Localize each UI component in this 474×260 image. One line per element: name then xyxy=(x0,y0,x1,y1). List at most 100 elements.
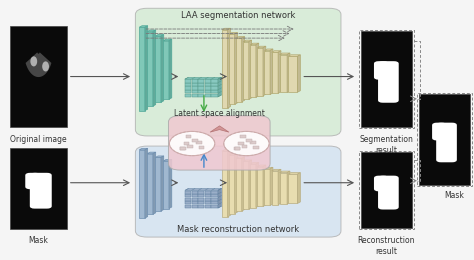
Polygon shape xyxy=(250,43,259,45)
Bar xyxy=(240,135,246,138)
Bar xyxy=(257,48,263,96)
Bar xyxy=(139,150,145,218)
Polygon shape xyxy=(145,26,148,111)
Bar xyxy=(235,147,240,150)
Bar xyxy=(236,158,242,211)
Bar xyxy=(185,201,191,204)
Bar xyxy=(185,191,191,194)
Bar xyxy=(361,31,412,127)
Bar xyxy=(205,90,211,93)
Bar xyxy=(417,93,472,186)
Polygon shape xyxy=(298,173,301,204)
Bar xyxy=(198,201,204,204)
Polygon shape xyxy=(185,77,221,79)
Bar xyxy=(211,94,218,97)
Bar xyxy=(198,83,204,86)
Bar xyxy=(205,198,211,201)
Bar xyxy=(205,191,211,194)
Bar xyxy=(198,94,204,97)
Polygon shape xyxy=(218,77,221,97)
Bar xyxy=(272,171,278,205)
Bar xyxy=(211,205,218,208)
Bar xyxy=(280,55,287,93)
Polygon shape xyxy=(264,167,273,169)
Polygon shape xyxy=(287,53,290,93)
Polygon shape xyxy=(222,150,230,151)
Bar xyxy=(163,41,169,99)
Bar xyxy=(243,42,249,99)
FancyBboxPatch shape xyxy=(374,61,389,80)
Polygon shape xyxy=(249,160,252,209)
Bar xyxy=(211,198,218,201)
Polygon shape xyxy=(210,126,229,132)
Polygon shape xyxy=(278,51,281,93)
Text: Latent space alignment: Latent space alignment xyxy=(174,109,265,118)
Bar xyxy=(191,94,198,97)
Bar xyxy=(185,86,191,90)
Bar xyxy=(205,83,211,86)
Polygon shape xyxy=(169,159,172,209)
FancyBboxPatch shape xyxy=(378,61,399,103)
Bar xyxy=(198,198,204,201)
Polygon shape xyxy=(147,30,156,31)
Polygon shape xyxy=(163,159,172,161)
Bar xyxy=(191,86,198,90)
Text: Reconstruction
result: Reconstruction result xyxy=(357,236,415,256)
Bar xyxy=(10,148,67,229)
Bar xyxy=(229,34,235,104)
Text: Mask reconstruction network: Mask reconstruction network xyxy=(177,225,299,234)
Bar xyxy=(236,38,242,102)
Bar xyxy=(185,90,191,93)
Bar xyxy=(211,201,218,204)
Polygon shape xyxy=(270,49,273,94)
Bar xyxy=(155,158,161,211)
Bar xyxy=(198,191,204,194)
Polygon shape xyxy=(236,157,245,158)
FancyBboxPatch shape xyxy=(374,176,389,191)
Bar xyxy=(185,79,191,83)
Polygon shape xyxy=(229,153,237,155)
Bar xyxy=(243,161,249,209)
Polygon shape xyxy=(228,150,230,217)
Polygon shape xyxy=(218,188,221,208)
Bar xyxy=(186,135,191,138)
Bar xyxy=(187,145,193,148)
Ellipse shape xyxy=(42,61,49,72)
Text: Original image: Original image xyxy=(10,135,67,144)
Bar xyxy=(359,151,414,229)
Bar xyxy=(211,194,218,197)
Polygon shape xyxy=(288,55,301,56)
Polygon shape xyxy=(155,35,164,36)
Polygon shape xyxy=(250,162,259,164)
Bar xyxy=(205,94,211,97)
Polygon shape xyxy=(153,152,156,214)
Bar xyxy=(250,45,256,97)
Bar xyxy=(185,94,191,97)
Bar xyxy=(191,90,198,93)
FancyBboxPatch shape xyxy=(378,176,399,210)
Bar xyxy=(288,56,298,92)
Bar xyxy=(211,83,218,86)
Polygon shape xyxy=(139,148,148,150)
Bar xyxy=(264,169,270,205)
Bar xyxy=(222,30,228,108)
Bar xyxy=(246,139,252,142)
Bar xyxy=(191,191,198,194)
Bar xyxy=(205,205,211,208)
Polygon shape xyxy=(243,160,252,161)
FancyBboxPatch shape xyxy=(30,173,52,209)
Polygon shape xyxy=(272,51,281,52)
Bar xyxy=(192,139,198,142)
Bar xyxy=(272,52,278,93)
Polygon shape xyxy=(257,46,266,48)
Bar xyxy=(253,146,259,150)
Polygon shape xyxy=(229,32,237,34)
Bar xyxy=(191,205,198,208)
Bar xyxy=(198,90,204,93)
Bar xyxy=(180,147,185,150)
Bar xyxy=(191,201,198,204)
Bar xyxy=(10,26,67,127)
Circle shape xyxy=(169,131,215,156)
Bar xyxy=(205,79,211,83)
Polygon shape xyxy=(256,43,259,97)
